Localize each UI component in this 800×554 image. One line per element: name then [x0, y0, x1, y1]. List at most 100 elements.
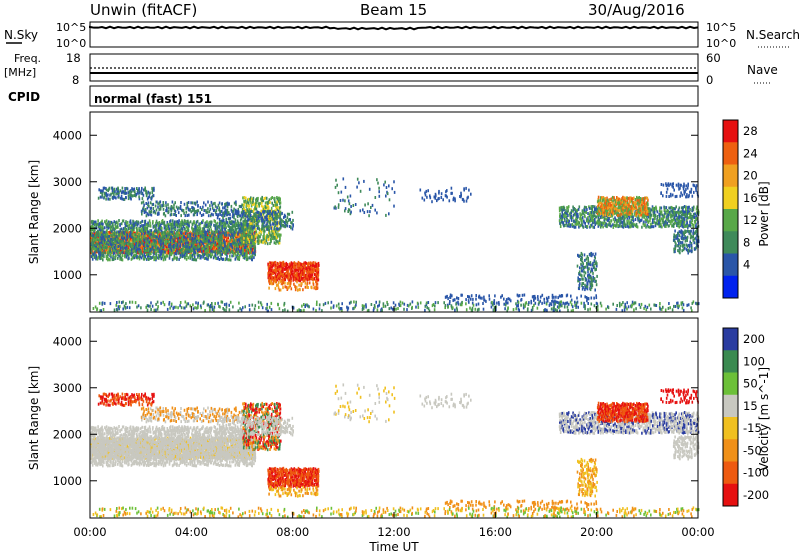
power-cell — [219, 230, 221, 234]
power-cell — [304, 285, 307, 289]
power-cell — [203, 226, 205, 230]
power-cell — [173, 255, 176, 259]
power-cell — [219, 244, 221, 248]
power-cell — [113, 220, 116, 224]
power-cell — [269, 210, 271, 213]
power-cell — [186, 254, 188, 258]
power-cell — [208, 242, 210, 246]
power-cell — [217, 251, 219, 255]
power-cell — [102, 189, 104, 193]
power-cell — [247, 201, 250, 205]
freq-label: Freq. — [14, 52, 41, 65]
power-cell — [461, 293, 463, 297]
power-cell — [149, 229, 151, 233]
power-cell — [216, 227, 219, 231]
power-cell — [199, 239, 202, 243]
power-cell — [122, 227, 125, 231]
power-cell — [465, 298, 467, 302]
power-cell — [90, 249, 93, 253]
power-cell — [186, 252, 188, 256]
power-cell — [99, 237, 102, 241]
power-cell — [276, 203, 278, 207]
power-cell — [162, 204, 165, 207]
power-cell — [161, 219, 164, 222]
power-cell — [460, 191, 462, 195]
power-cell — [219, 229, 222, 233]
power-cell — [187, 235, 189, 239]
power-cell — [391, 187, 393, 191]
power-cell — [229, 233, 231, 237]
power-cell — [162, 250, 165, 254]
power-cell — [243, 210, 245, 214]
power-cell — [234, 236, 237, 240]
power-cell — [249, 226, 251, 230]
power-cell — [109, 247, 111, 251]
power-cell — [289, 218, 291, 222]
power-cell — [370, 206, 372, 209]
power-cell — [227, 258, 229, 262]
power-cell — [192, 227, 194, 231]
power-cell — [543, 301, 546, 305]
power-cell — [182, 243, 185, 247]
power-cell — [291, 227, 294, 231]
power-cell — [117, 256, 119, 260]
power-cell — [200, 230, 202, 233]
power-cell — [146, 254, 149, 258]
power-cell — [142, 254, 145, 258]
power-cell — [113, 190, 115, 194]
power-cell — [239, 214, 242, 218]
power-cell — [364, 203, 366, 207]
power-cell — [187, 247, 190, 251]
power-cell — [141, 232, 143, 236]
power-cell — [281, 211, 283, 215]
power-cell — [227, 249, 229, 253]
power-cell — [129, 245, 132, 249]
power-cell — [198, 241, 201, 245]
power-cell — [523, 293, 526, 297]
power-cell — [199, 227, 202, 231]
power-cell — [167, 224, 170, 228]
power-cell — [250, 247, 252, 251]
power-cell — [248, 256, 250, 260]
power-cell — [99, 195, 102, 199]
power-cell — [227, 240, 229, 244]
power-cell — [235, 247, 238, 251]
power-cell — [126, 248, 128, 252]
power-cell — [97, 222, 99, 226]
power-cell — [251, 209, 253, 213]
power-cell — [152, 220, 154, 224]
power-cell — [132, 236, 135, 240]
power-cell — [286, 224, 289, 228]
power-cell — [233, 239, 236, 243]
power-scatter — [90, 177, 700, 313]
power-cell — [214, 241, 217, 245]
power-cell — [465, 199, 468, 203]
power-cell — [179, 204, 182, 208]
power-cell — [212, 246, 214, 250]
power-cell — [188, 224, 190, 228]
power-cell — [231, 254, 233, 258]
power-cell — [224, 244, 226, 248]
power-cell — [100, 243, 102, 247]
power-cell — [161, 231, 164, 235]
nsky-right-tick-top: 10^5 — [706, 21, 736, 34]
power-cell — [221, 227, 224, 231]
power-cell — [142, 206, 145, 210]
power-cell — [175, 233, 177, 237]
power-cell — [220, 241, 223, 245]
power-cell — [123, 236, 126, 240]
power-cell — [259, 201, 261, 205]
power-cell — [198, 244, 201, 248]
power-cell — [227, 234, 229, 238]
power-cell — [245, 253, 247, 257]
power-cell — [135, 248, 138, 252]
power-cell — [182, 234, 184, 238]
power-cell — [166, 254, 169, 258]
power-cell — [171, 246, 173, 250]
power-cell — [197, 245, 200, 249]
power-cell — [184, 220, 187, 224]
power-cell — [121, 250, 124, 254]
power-cell — [149, 252, 151, 256]
power-cell — [187, 226, 190, 230]
power-cell — [359, 189, 362, 193]
